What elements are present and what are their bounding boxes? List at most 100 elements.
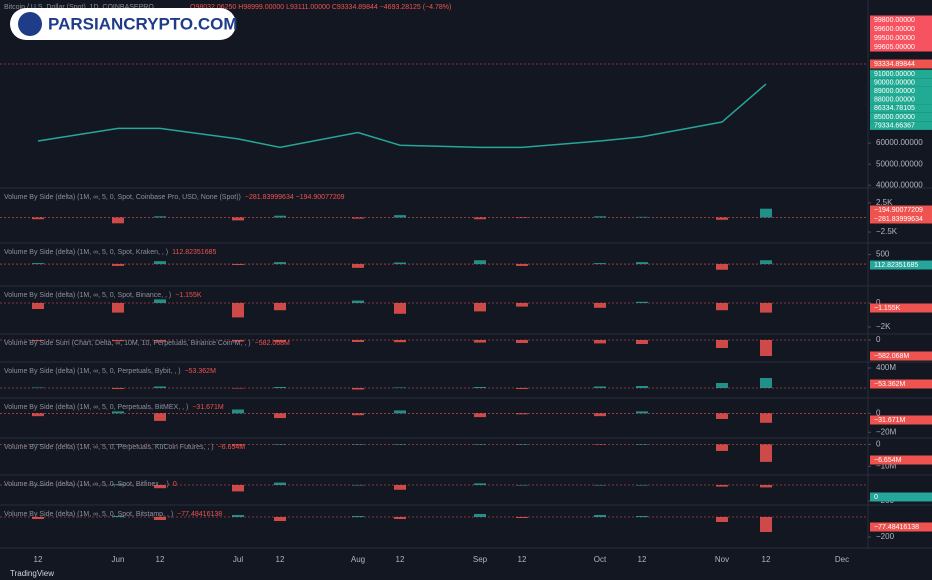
value-box <box>870 379 932 389</box>
y-tick-label: 60000.00000 <box>876 138 923 147</box>
delta-bar <box>636 262 648 265</box>
price-box <box>870 69 932 79</box>
delta-bar <box>352 388 364 390</box>
price-box <box>870 24 932 34</box>
delta-bar <box>716 217 728 220</box>
delta-bar <box>594 263 606 265</box>
value-box-label: −582.068M <box>874 353 909 360</box>
y-tick-label: 0 <box>876 298 881 307</box>
pane-readout: −582.068M <box>255 340 290 347</box>
delta-bar <box>716 413 728 419</box>
y-tick-label: 0 <box>876 335 881 344</box>
delta-bar <box>232 303 244 318</box>
delta-bar <box>636 485 648 486</box>
value-box <box>870 492 932 502</box>
delta-bar <box>516 303 528 307</box>
y-tick-label: −2K <box>876 322 891 331</box>
delta-bar <box>112 388 124 389</box>
delta-bar <box>232 340 244 342</box>
pane-readout: 112.82351685 <box>172 249 216 256</box>
delta-bar <box>394 303 406 314</box>
price-box-label: 85000.00000 <box>874 114 915 121</box>
delta-bar <box>112 444 124 445</box>
y-tick-label: −10M <box>876 461 897 470</box>
price-line <box>37 83 767 149</box>
delta-bar <box>516 444 528 445</box>
pane-title: Volume By Side (delta) (1M, ∞, 5, 0, Per… <box>4 404 188 411</box>
delta-bar <box>274 517 286 521</box>
pane-title: Volume By Side (delta) (1M, ∞, 5, 0, Spo… <box>4 249 168 256</box>
delta-bar <box>232 388 244 389</box>
x-tick-label: 12 <box>762 555 771 564</box>
delta-bar <box>274 413 286 419</box>
value-box <box>870 214 932 224</box>
last-price-label: 93334.89844 <box>874 61 915 68</box>
delta-bar <box>274 444 286 445</box>
delta-bar <box>474 303 486 312</box>
delta-bar <box>760 517 772 532</box>
price-box <box>870 78 932 87</box>
delta-bar <box>274 262 286 265</box>
delta-bar <box>154 216 166 218</box>
delta-bar <box>274 303 286 311</box>
pane-title: Volume By Side (delta) (1M, ∞, 5, 0, Per… <box>4 444 214 451</box>
watermark-box <box>10 8 236 40</box>
delta-bar <box>474 387 486 388</box>
delta-bar <box>232 515 244 517</box>
delta-bar <box>232 409 244 414</box>
delta-bar <box>154 444 166 445</box>
delta-bar <box>636 301 648 303</box>
delta-bar <box>394 262 406 265</box>
delta-bar <box>594 485 606 486</box>
delta-bar <box>594 444 606 445</box>
x-tick-label: Jul <box>233 555 243 564</box>
pane-readout: −77.48416138 <box>177 511 222 518</box>
price-box <box>870 95 932 105</box>
watermark-logo <box>18 12 42 36</box>
pane-title: Volume By Side (delta) (1M, ∞, 5, 0, Spo… <box>4 481 169 488</box>
delta-bar <box>154 261 166 265</box>
delta-bar <box>760 208 772 218</box>
value-box <box>870 303 932 313</box>
delta-bar <box>394 517 406 519</box>
symbol-header: Bitcoin / U.S. Dollar (Spot), 1D, COINBA… <box>4 4 154 11</box>
delta-bar <box>232 444 244 446</box>
delta-bar <box>352 300 364 303</box>
delta-bar <box>352 340 364 342</box>
delta-bar <box>112 484 124 485</box>
ohlc-header: O98032.06250 H98999.00000 L93111.00000 C… <box>190 4 451 11</box>
delta-bar <box>352 444 364 445</box>
delta-bar <box>112 516 124 517</box>
delta-bar <box>516 517 528 518</box>
y-tick-label: 2.5K <box>876 198 893 207</box>
value-box <box>870 205 932 215</box>
delta-bar <box>474 340 486 343</box>
delta-bar <box>154 386 166 388</box>
delta-bar <box>594 386 606 388</box>
price-box <box>870 121 932 130</box>
delta-bar <box>760 378 772 388</box>
delta-bar <box>32 303 44 309</box>
delta-bar <box>394 340 406 343</box>
x-tick-label: Dec <box>835 555 849 564</box>
delta-bar <box>32 263 44 265</box>
y-tick-label: 500 <box>876 250 890 259</box>
price-box-label: 99500.00000 <box>874 35 915 42</box>
x-tick-label: Jun <box>112 555 125 564</box>
value-box-label: −281.83999634 <box>874 216 923 223</box>
y-tick-label: −200 <box>876 532 895 541</box>
delta-bar <box>516 413 528 415</box>
delta-bar <box>594 216 606 218</box>
delta-bar <box>394 444 406 445</box>
delta-bar <box>232 217 244 221</box>
delta-bar <box>474 217 486 220</box>
y-tick-label: −20M <box>876 427 897 436</box>
delta-bar <box>760 340 772 356</box>
value-box-label: −77.48416138 <box>874 524 919 531</box>
price-box-label: 99800.00000 <box>874 17 915 24</box>
value-box <box>870 260 932 270</box>
price-box <box>870 42 932 52</box>
delta-bar <box>474 444 486 445</box>
delta-bar <box>352 413 364 416</box>
